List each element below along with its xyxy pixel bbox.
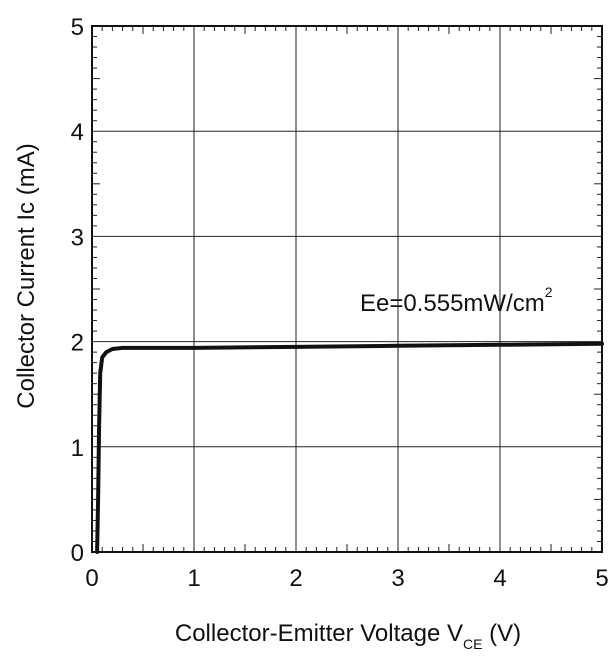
- y-tick-label: 1: [71, 435, 84, 462]
- irradiance-annotation-superscript: 2: [545, 284, 553, 300]
- y-tick-label: 2: [71, 330, 84, 357]
- series-layer: [95, 341, 604, 554]
- x-tick-label: 0: [85, 565, 98, 592]
- x-axis-title-subscript: CE: [463, 636, 482, 652]
- y-axis-title: Collector Current Ic (mA): [13, 143, 40, 408]
- y-tick-label: 5: [71, 14, 84, 41]
- x-tick-label: 1: [187, 565, 200, 592]
- x-axis-title: Collector-Emitter Voltage VCE (V): [175, 620, 521, 652]
- x-tick-label: 4: [493, 565, 506, 592]
- y-tick-labels: 0 1 2 3 4 5: [71, 14, 84, 567]
- x-tick-label: 5: [595, 565, 608, 592]
- y-tick-label: 0: [71, 540, 84, 567]
- irradiance-annotation: Ee=0.555mW/cm2: [360, 284, 553, 317]
- y-tick-label: 3: [71, 224, 84, 251]
- plot-frame: [91, 25, 603, 553]
- irradiance-annotation-text: Ee=0.555mW/cm: [360, 290, 545, 317]
- y-tick-label: 4: [71, 119, 84, 146]
- x-tick-label: 3: [391, 565, 404, 592]
- series-line: [95, 341, 604, 554]
- minor-ticks: [92, 26, 602, 552]
- x-axis-title-main: Collector-Emitter Voltage V: [175, 620, 463, 647]
- x-tick-labels: 0 1 2 3 4 5: [85, 565, 608, 592]
- x-axis-title-suffix: (V): [482, 620, 521, 647]
- grid-lines: [92, 26, 602, 552]
- x-tick-label: 2: [289, 565, 302, 592]
